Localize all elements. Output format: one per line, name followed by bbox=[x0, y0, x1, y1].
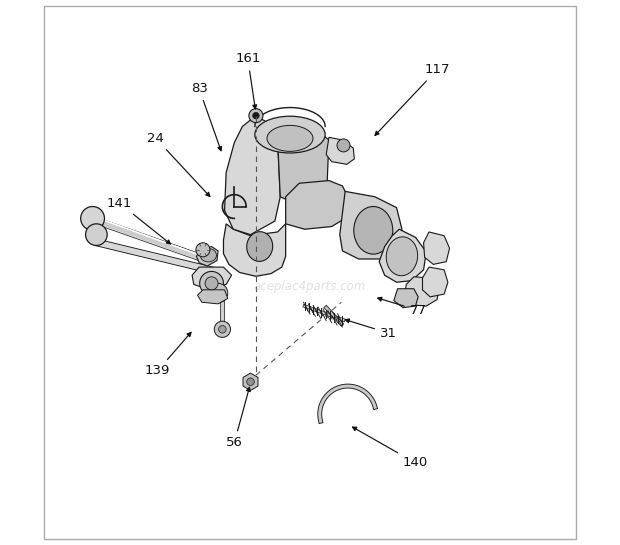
Text: 31: 31 bbox=[345, 319, 397, 340]
Polygon shape bbox=[223, 224, 286, 276]
Circle shape bbox=[81, 207, 105, 231]
Circle shape bbox=[205, 277, 218, 290]
Polygon shape bbox=[270, 124, 329, 208]
Circle shape bbox=[196, 243, 210, 257]
Text: 24: 24 bbox=[148, 132, 210, 197]
Circle shape bbox=[337, 139, 350, 152]
Polygon shape bbox=[405, 277, 439, 306]
Ellipse shape bbox=[200, 249, 216, 262]
Text: 83: 83 bbox=[191, 82, 221, 151]
Polygon shape bbox=[224, 116, 280, 235]
Text: 141: 141 bbox=[107, 197, 170, 244]
Circle shape bbox=[215, 321, 231, 337]
Polygon shape bbox=[198, 290, 228, 304]
Ellipse shape bbox=[267, 125, 313, 152]
Ellipse shape bbox=[247, 232, 273, 262]
Circle shape bbox=[247, 378, 254, 385]
Text: 56: 56 bbox=[226, 387, 250, 450]
Text: 139: 139 bbox=[145, 332, 191, 378]
Polygon shape bbox=[326, 137, 355, 165]
Polygon shape bbox=[379, 229, 427, 282]
Ellipse shape bbox=[386, 237, 418, 276]
Polygon shape bbox=[192, 267, 232, 289]
Circle shape bbox=[86, 224, 107, 245]
Circle shape bbox=[249, 108, 263, 123]
Circle shape bbox=[219, 325, 226, 333]
Ellipse shape bbox=[354, 207, 392, 254]
Polygon shape bbox=[340, 191, 402, 259]
Text: 117: 117 bbox=[375, 63, 450, 135]
Circle shape bbox=[253, 112, 259, 119]
Text: 140: 140 bbox=[353, 427, 428, 469]
Polygon shape bbox=[422, 267, 448, 297]
Circle shape bbox=[200, 271, 223, 295]
Circle shape bbox=[208, 283, 228, 303]
Polygon shape bbox=[286, 180, 348, 229]
Ellipse shape bbox=[255, 116, 325, 153]
Text: aceplac4parts.com: aceplac4parts.com bbox=[254, 280, 366, 293]
Text: 161: 161 bbox=[235, 52, 260, 109]
Polygon shape bbox=[394, 289, 418, 308]
Text: 77: 77 bbox=[378, 298, 427, 317]
Polygon shape bbox=[423, 232, 450, 264]
Polygon shape bbox=[197, 246, 218, 266]
